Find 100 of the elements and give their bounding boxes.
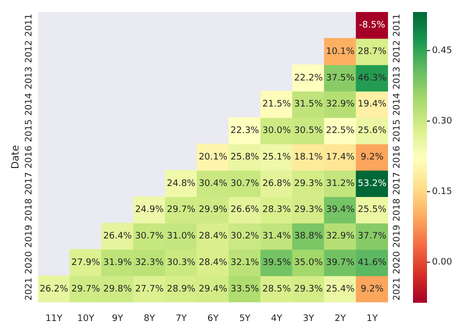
color-bar-label: 0.45 — [432, 46, 452, 56]
data-label: 19.4% — [358, 100, 387, 110]
data-label: 30.0% — [262, 126, 292, 136]
data-label: 25.1% — [262, 152, 292, 162]
x-tick-label: 10Y — [77, 314, 95, 324]
data-label: 28.4% — [198, 232, 228, 242]
y-tick-label: 2016 — [24, 145, 34, 169]
data-label: 39.5% — [262, 258, 292, 268]
data-label: 28.7% — [358, 46, 387, 57]
data-label: 46.3% — [358, 73, 387, 84]
y-tick-label: 2020 — [24, 250, 34, 274]
data-label: 31.9% — [103, 258, 132, 268]
x-tick-label: 6Y — [207, 314, 220, 324]
data-label: 31.2% — [326, 178, 356, 189]
data-label: 38.8% — [294, 232, 324, 242]
data-label: 29.3% — [294, 284, 324, 294]
data-label: 20.1% — [198, 152, 228, 162]
data-label: 25.8% — [230, 152, 260, 162]
data-label: 18.1% — [294, 152, 324, 162]
data-label: 41.6% — [358, 258, 387, 268]
data-label: 30.7% — [230, 178, 260, 189]
data-label: 22.5% — [326, 126, 356, 136]
data-label: 32.9% — [326, 232, 356, 242]
x-tick-label: 5Y — [239, 314, 251, 324]
data-label: 27.9% — [71, 258, 100, 268]
x-tick-label: 7Y — [176, 314, 188, 324]
data-label: 37.7% — [358, 232, 387, 242]
color-bar-label: 0.00 — [432, 258, 452, 268]
data-label: 22.3% — [230, 126, 260, 136]
data-label: 32.1% — [230, 258, 260, 268]
y-tick-label: 2013 — [24, 66, 34, 90]
data-label: 30.4% — [198, 178, 228, 189]
data-label: 10.1% — [326, 46, 356, 57]
data-label: 35.0% — [294, 258, 324, 268]
data-label: 29.7% — [166, 205, 196, 216]
y2-tick-label: 2016 — [392, 145, 402, 169]
y2-tick-label: 2015 — [392, 119, 402, 142]
y2-tick-label: 2012 — [392, 40, 402, 64]
y-tick-label: 2018 — [24, 198, 34, 222]
data-label: 29.3% — [294, 205, 324, 216]
y-tick-label: 2017 — [24, 172, 34, 195]
x-tick-label: 1Y — [366, 314, 378, 324]
x-tick-label: 11Y — [45, 314, 63, 324]
data-label: 53.2% — [358, 178, 387, 189]
data-label: 31.4% — [262, 232, 292, 242]
x-tick-label: 2Y — [334, 314, 346, 324]
y-tick-label: 2014 — [24, 92, 34, 116]
data-label: 17.4% — [326, 152, 356, 162]
data-label: 32.9% — [326, 100, 356, 110]
y2-tick-label: 2011 — [392, 14, 402, 37]
data-label: 26.2% — [40, 284, 69, 294]
y2-tick-label: 2020 — [392, 250, 402, 274]
data-label: 29.8% — [103, 284, 132, 294]
y2-tick-label: 2019 — [392, 224, 402, 248]
data-label: -8.5% — [359, 20, 386, 31]
y-tick-label: 2021 — [24, 278, 34, 300]
color-bar-label: 0.15 — [432, 187, 452, 198]
data-label: 25.5% — [358, 205, 387, 216]
data-label: 25.6% — [358, 126, 387, 136]
x-tick-label: 3Y — [302, 314, 315, 324]
y-tick-label: 2011 — [24, 14, 34, 37]
data-label: 39.7% — [326, 258, 356, 268]
data-label: 28.3% — [262, 205, 292, 216]
data-label: 29.3% — [294, 178, 324, 189]
data-label: 30.5% — [294, 126, 324, 136]
data-label: 29.4% — [198, 284, 228, 294]
data-label: 32.3% — [135, 258, 164, 268]
y-tick-label: 2015 — [24, 119, 34, 142]
y-tick-label: 2012 — [24, 40, 34, 64]
data-label: 30.3% — [166, 258, 196, 268]
data-label: 26.6% — [230, 205, 260, 216]
data-label: 39.4% — [326, 205, 356, 216]
color-bar-label: 0.30 — [432, 116, 452, 126]
data-label: 27.7% — [135, 284, 164, 294]
x-tick-label: 4Y — [271, 314, 283, 324]
y-axis-title: Date — [10, 145, 22, 170]
x-tick-label: 9Y — [112, 314, 124, 324]
x-tick-label: 8Y — [144, 314, 156, 324]
data-label: 28.5% — [262, 284, 292, 294]
data-label: 29.7% — [71, 284, 100, 294]
data-label: 24.8% — [166, 178, 196, 189]
data-label: 28.9% — [166, 284, 196, 294]
data-label: 30.7% — [135, 232, 164, 242]
data-label: 25.4% — [326, 284, 356, 294]
data-label: 24.9% — [135, 205, 164, 216]
y2-tick-label: 2018 — [392, 198, 402, 222]
data-label: 31.5% — [294, 100, 324, 110]
data-label: 26.8% — [262, 178, 292, 189]
data-label: 26.4% — [103, 232, 132, 242]
y2-tick-label: 2021 — [392, 278, 402, 300]
data-label: 21.5% — [262, 100, 292, 110]
data-label: 9.2% — [360, 284, 384, 294]
y-tick-label: 2019 — [24, 224, 34, 248]
data-label: 9.2% — [360, 152, 384, 162]
y2-tick-label: 2014 — [392, 92, 402, 116]
data-label: 29.9% — [198, 205, 228, 216]
y2-tick-label: 2013 — [392, 66, 402, 90]
data-label: 28.4% — [198, 258, 228, 268]
data-label: 33.5% — [230, 284, 260, 294]
data-label: 37.5% — [326, 73, 356, 84]
